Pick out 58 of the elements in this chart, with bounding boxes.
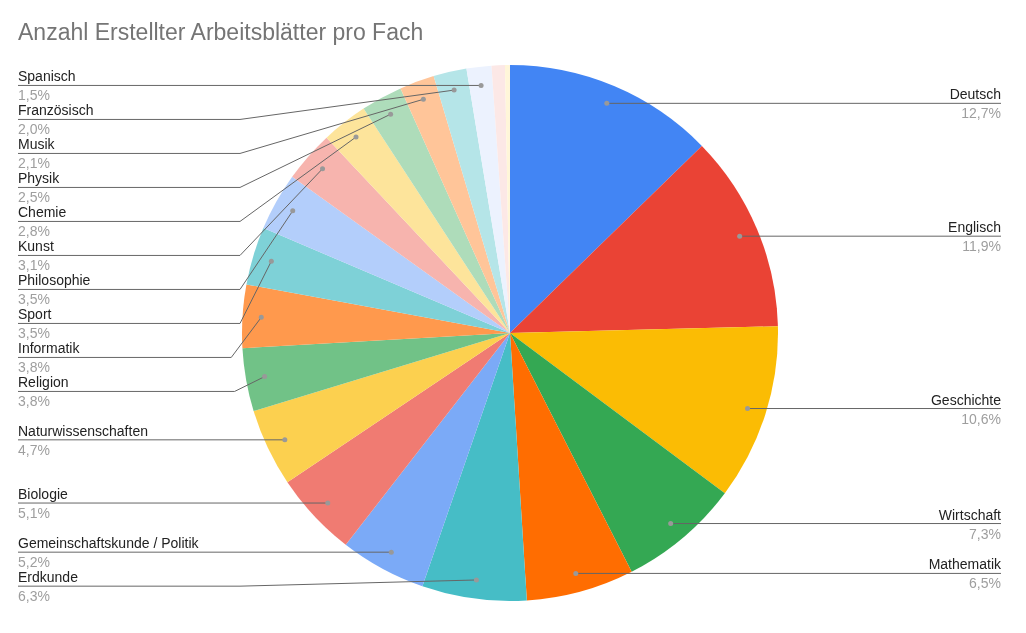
data-label: 10,6% <box>961 410 1001 427</box>
slice-label: Deutsch <box>949 86 1001 103</box>
slice-label: Informatik <box>18 340 81 357</box>
pie-slice <box>510 65 702 333</box>
slice-label: Kunst <box>18 238 54 255</box>
slice-label: Physik <box>18 170 61 187</box>
data-label: 3,5% <box>18 291 50 308</box>
slice-label: Sport <box>18 306 52 323</box>
slice-label: Erdkunde <box>18 569 79 586</box>
pie-slice <box>510 333 632 601</box>
chart-title: Anzahl Erstellter Arbeitsblätter pro Fach <box>18 19 424 45</box>
slice-label: Französisch <box>18 102 94 119</box>
slice-label: Religion <box>18 374 69 391</box>
slice-label: Naturwissenschaften <box>18 422 148 439</box>
pie-slice <box>246 228 510 333</box>
data-label: 6,3% <box>18 588 50 605</box>
pie-slice <box>433 68 510 333</box>
slice-label: Philosophie <box>18 272 91 289</box>
slice-label: Musik <box>18 136 56 153</box>
slice-label: Geschichte <box>930 391 1002 408</box>
slice-label: Englisch <box>948 219 1001 236</box>
pie-slice <box>363 88 510 333</box>
slice-label: Mathematik <box>928 556 1002 573</box>
data-label: 12,7% <box>961 105 1001 122</box>
data-label: 5,1% <box>18 505 50 522</box>
pie-slice <box>345 333 510 587</box>
data-label: 3,5% <box>18 325 50 342</box>
pie-slice <box>292 137 510 333</box>
pie-slice <box>242 284 510 349</box>
pie-slice <box>400 76 510 333</box>
pie-slice <box>510 333 725 572</box>
pie-slice <box>242 333 510 411</box>
slice-label: Wirtschaft <box>938 506 1002 523</box>
data-label: 4,7% <box>18 441 50 458</box>
data-label: 2,1% <box>18 155 50 172</box>
pie-slice <box>263 176 510 333</box>
data-label: 11,9% <box>962 238 1001 255</box>
pie-slice <box>326 108 510 333</box>
pie-slice <box>466 65 510 333</box>
data-label: 3,1% <box>18 257 50 274</box>
data-label: 2,5% <box>18 189 50 206</box>
pie-slice <box>510 326 778 494</box>
data-label: 6,5% <box>969 575 1001 592</box>
data-label: 2,8% <box>18 223 50 240</box>
data-label: 3,8% <box>18 359 50 376</box>
data-label: 1,5% <box>18 87 50 104</box>
data-label: 3,8% <box>18 393 50 410</box>
slice-label: Biologie <box>18 486 69 503</box>
pie-slice <box>253 333 510 483</box>
slice-label: Spanisch <box>18 68 76 85</box>
data-label: 7,3% <box>969 525 1001 542</box>
pie-slice <box>287 333 510 545</box>
slice-label: Chemie <box>18 204 67 221</box>
data-label: 5,2% <box>18 554 50 571</box>
data-label: 2,0% <box>18 121 50 138</box>
slice-label: Gemeinschaftskunde / Politik <box>18 535 200 552</box>
pie-slice <box>422 333 527 601</box>
pie-slice <box>510 145 778 333</box>
